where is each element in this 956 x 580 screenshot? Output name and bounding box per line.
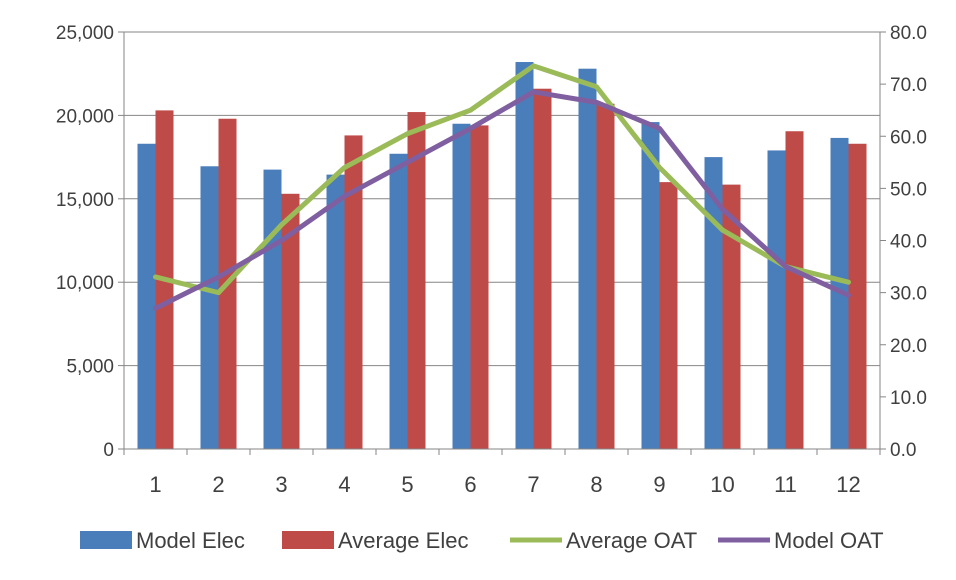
right-axis-tick-label: 10.0 xyxy=(890,388,927,409)
left-axis-tick-labels: 0 5,000 10,000 15,000 20,000 25,000 xyxy=(56,23,114,461)
x-axis-tick-label: 2 xyxy=(212,472,224,497)
bar-model-elec xyxy=(578,68,597,450)
bar-model-elec xyxy=(515,62,534,450)
left-axis-tick-label: 10,000 xyxy=(56,273,114,294)
legend-swatch xyxy=(80,531,132,549)
bar-average-elec xyxy=(785,131,804,449)
x-axis-tick-label: 11 xyxy=(774,472,797,497)
x-axis-tick-label: 12 xyxy=(836,472,860,497)
left-axis-tick-label: 20,000 xyxy=(56,106,114,127)
axes xyxy=(118,31,886,455)
left-axis-tick-label: 15,000 xyxy=(56,190,114,211)
right-axis-tick-label: 0.0 xyxy=(890,440,916,461)
bar-model-elec xyxy=(767,150,786,450)
legend-label: Average OAT xyxy=(566,528,697,553)
right-axis-tick-label: 70.0 xyxy=(890,75,927,96)
bar-average-elec xyxy=(596,103,615,449)
bar-average-elec xyxy=(470,125,489,450)
x-axis-tick-label: 9 xyxy=(653,472,665,497)
x-axis-tick-label: 6 xyxy=(464,472,476,497)
bar-average-elec xyxy=(659,182,678,449)
bar-model-elec xyxy=(200,166,219,450)
x-axis-tick-label: 7 xyxy=(527,472,539,497)
x-axis-tick-label: 3 xyxy=(275,472,287,497)
right-axis-tick-label: 50.0 xyxy=(890,179,927,200)
legend-swatch xyxy=(282,531,334,549)
bar-average-elec xyxy=(722,184,741,449)
bars xyxy=(137,62,867,450)
right-axis-tick-label: 30.0 xyxy=(890,284,927,305)
right-axis-tick-label: 80.0 xyxy=(890,23,927,44)
x-axis-tick-label: 4 xyxy=(338,472,350,497)
bar-model-elec xyxy=(704,157,723,449)
left-axis-tick-label: 5,000 xyxy=(66,357,114,378)
left-axis-tick-label: 0 xyxy=(103,440,114,461)
bar-model-elec xyxy=(326,174,345,449)
x-axis-tick-label: 5 xyxy=(401,472,413,497)
x-axis-tick-label: 10 xyxy=(710,472,734,497)
lines xyxy=(153,63,851,311)
bar-model-elec xyxy=(452,123,471,450)
bar-average-elec xyxy=(533,88,552,449)
bar-model-elec xyxy=(641,122,660,450)
bar-average-elec xyxy=(848,143,867,450)
right-axis-tick-label: 20.0 xyxy=(890,336,927,357)
legend-label: Model Elec xyxy=(136,528,245,553)
top-strip xyxy=(0,0,956,6)
x-axis-tick-label: 1 xyxy=(149,472,161,497)
bar-average-elec xyxy=(344,135,363,449)
bar-average-elec xyxy=(407,112,426,450)
legend-label: Model OAT xyxy=(774,528,884,553)
right-axis-tick-label: 40.0 xyxy=(890,232,927,253)
bar-model-elec xyxy=(389,153,408,449)
line-average-oat xyxy=(153,63,851,296)
legend-label: Average Elec xyxy=(338,528,468,553)
x-axis-tick-label: 8 xyxy=(590,472,602,497)
bar-model-elec xyxy=(137,143,156,450)
x-axis-tick-labels: 1 2 3 4 5 6 7 8 9 10 11 12 xyxy=(149,472,860,497)
legend: Model Elec Average Elec Average OAT Model O… xyxy=(80,528,884,553)
line-model-oat xyxy=(153,89,851,311)
right-axis-tick-label: 60.0 xyxy=(890,127,927,148)
bar-model-elec xyxy=(263,169,282,450)
left-axis-tick-label: 25,000 xyxy=(56,23,114,44)
bar-average-elec xyxy=(281,193,300,449)
right-axis-tick-labels: 0.0 10.0 20.0 30.0 40.0 50.0 60.0 70.0 80.0 xyxy=(890,23,927,461)
